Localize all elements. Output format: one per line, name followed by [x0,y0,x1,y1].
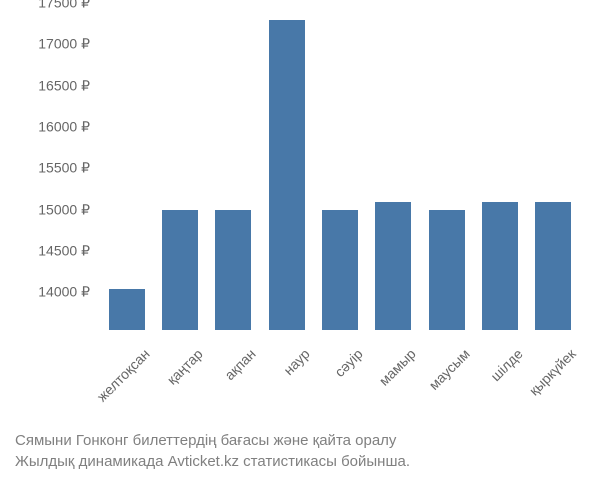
y-tick-label: 15000 ₽ [38,201,90,218]
y-tick-label: 17500 ₽ [38,0,90,12]
chart-container: 14000 ₽ 14500 ₽ 15000 ₽ 15500 ₽ 16000 ₽ 16500… [0,0,600,500]
bar [109,289,145,330]
y-axis: 14000 ₽ 14500 ₽ 15000 ₽ 15500 ₽ 16000 ₽ 16500… [0,20,95,330]
y-tick-label: 15500 ₽ [38,160,90,177]
bar [269,20,305,330]
x-axis-labels: желтоқсанқаңтарақпаннаурсәуірмамырмаусым… [100,335,580,425]
caption-line-1: Сямыни Гонконг билеттердің бағасы және қ… [15,430,585,451]
caption-line-2: Жылдық динамикада Avticket.kz статистика… [15,451,585,472]
bars-group [100,20,580,330]
bar [162,210,198,330]
bar [535,202,571,330]
chart-caption: Сямыни Гонконг билеттердің бағасы және қ… [15,430,585,472]
bar [215,210,251,330]
bar [429,210,465,330]
bar [482,202,518,330]
bar [375,202,411,330]
y-tick-label: 14500 ₽ [38,243,90,260]
y-tick-label: 17000 ₽ [38,36,90,53]
bar [322,210,358,330]
y-tick-label: 16000 ₽ [38,119,90,136]
y-tick-label: 14000 ₽ [38,284,90,301]
plot-area [100,20,580,330]
y-tick-label: 16500 ₽ [38,77,90,94]
